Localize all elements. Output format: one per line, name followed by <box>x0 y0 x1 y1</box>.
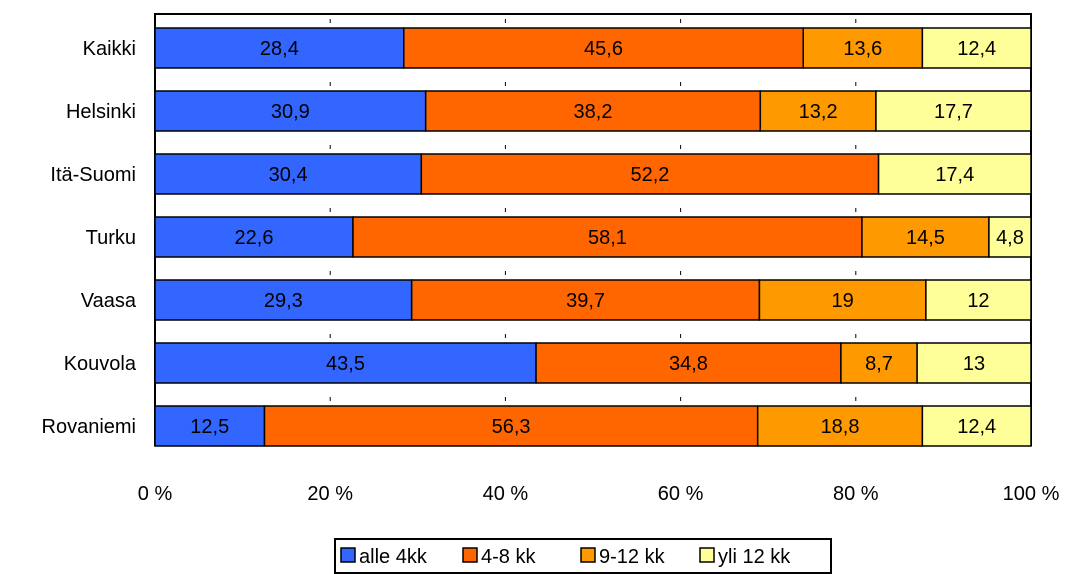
bar-yli-12-kk-helsinki <box>875 90 1032 132</box>
category-label-kaikki: Kaikki <box>83 38 136 60</box>
category-labels: Kaikki Helsinki Itä-Suomi Turku Vaasa Kouvola… <box>42 38 137 438</box>
data-label: 18,8 <box>821 416 860 438</box>
category-label-vaasa: Vaasa <box>81 290 137 312</box>
x-tick-label: 0 % <box>138 483 173 505</box>
legend-swatch-4-8-kk <box>462 547 478 563</box>
data-label: 4,8 <box>996 227 1024 249</box>
category-label-rovaniemi: Rovaniemi <box>42 416 136 438</box>
data-label: 43,5 <box>326 353 365 375</box>
legend-swatch-alle-4kk <box>340 547 356 563</box>
category-label-it-suomi: Itä-Suomi <box>50 164 136 186</box>
data-label: 22,6 <box>235 227 274 249</box>
bar-9-12-kk-kaikki <box>802 27 924 69</box>
bar-yli-12-kk-turku <box>988 216 1032 258</box>
x-tick-label: 40 % <box>483 483 529 505</box>
data-label: 45,6 <box>584 38 623 60</box>
bar-yli-12-kk-rovaniemi <box>921 405 1032 447</box>
bar-alle-4kk-it-suomi <box>154 153 423 195</box>
bar-yli-12-kk-kouvola <box>916 342 1032 384</box>
data-label: 58,1 <box>588 227 627 249</box>
bars <box>154 27 1032 447</box>
data-label: 17,7 <box>934 101 973 123</box>
x-tick-label: 100 % <box>1003 483 1060 505</box>
data-label: 8,7 <box>865 353 893 375</box>
bar-4-8-kk-kouvola <box>535 342 842 384</box>
bar-alle-4kk-kaikki <box>154 27 405 69</box>
data-label: 29,3 <box>264 290 303 312</box>
data-label: 14,5 <box>906 227 945 249</box>
bar-alle-4kk-kouvola <box>154 342 537 384</box>
legend-swatch-yli-12-kk <box>699 547 715 563</box>
data-label: 17,4 <box>935 164 974 186</box>
data-label: 56,3 <box>492 416 531 438</box>
bar-alle-4kk-vaasa <box>154 279 413 321</box>
bar-9-12-kk-helsinki <box>759 90 877 132</box>
legend-label-alle-4kk: alle 4kk <box>359 546 428 568</box>
data-label: 30,4 <box>269 164 308 186</box>
data-label: 30,9 <box>271 101 310 123</box>
x-axis-ticks <box>154 19 1032 401</box>
bar-alle-4kk-helsinki <box>154 90 427 132</box>
bar-yli-12-kk-it-suomi <box>877 153 1032 195</box>
data-label: 13 <box>963 353 985 375</box>
x-tick-label: 80 % <box>833 483 879 505</box>
bar-4-8-kk-turku <box>352 216 863 258</box>
data-labels: 28,4 45,6 13,6 12,4 30,9 38,2 13,2 17,7 30,4 52,2… <box>190 38 1024 438</box>
data-label: 52,2 <box>630 164 669 186</box>
category-label-helsinki: Helsinki <box>66 101 136 123</box>
data-label: 12 <box>967 290 989 312</box>
legend-label-9-12-kk: 9-12 kk <box>599 546 666 568</box>
legend-label-4-8-kk: 4-8 kk <box>481 546 536 568</box>
bar-yli-12-kk-vaasa <box>925 279 1032 321</box>
bar-4-8-kk-kaikki <box>403 27 804 69</box>
legend-swatch-9-12-kk <box>580 547 596 563</box>
category-label-turku: Turku <box>86 227 136 249</box>
data-label: 12,5 <box>190 416 229 438</box>
data-label: 12,4 <box>957 38 996 60</box>
data-label: 34,8 <box>669 353 708 375</box>
category-label-kouvola: Kouvola <box>64 353 137 375</box>
legend: alle 4kk 4-8 kk 9-12 kk yli 12 kk <box>334 538 832 574</box>
data-label: 13,2 <box>799 101 838 123</box>
bar-4-8-kk-helsinki <box>424 90 762 132</box>
bar-9-12-kk-turku <box>861 216 990 258</box>
plot-area: 28,4 45,6 13,6 12,4 30,9 38,2 13,2 17,7 30,4 52,2… <box>154 13 1032 447</box>
x-tick-labels: 0 % 20 % 40 % 60 % 80 % 100 % <box>138 483 1060 505</box>
bar-alle-4kk-turku <box>154 216 354 258</box>
x-tick-label: 60 % <box>658 483 704 505</box>
data-label: 39,7 <box>566 290 605 312</box>
data-label: 19 <box>832 290 854 312</box>
data-label: 13,6 <box>843 38 882 60</box>
x-tick-label: 20 % <box>307 483 353 505</box>
legend-label-yli-12-kk: yli 12 kk <box>718 546 791 568</box>
data-label: 28,4 <box>260 38 299 60</box>
bar-4-8-kk-rovaniemi <box>263 405 759 447</box>
data-label: 12,4 <box>957 416 996 438</box>
bar-yli-12-kk-kaikki <box>921 27 1032 69</box>
data-label: 38,2 <box>574 101 613 123</box>
